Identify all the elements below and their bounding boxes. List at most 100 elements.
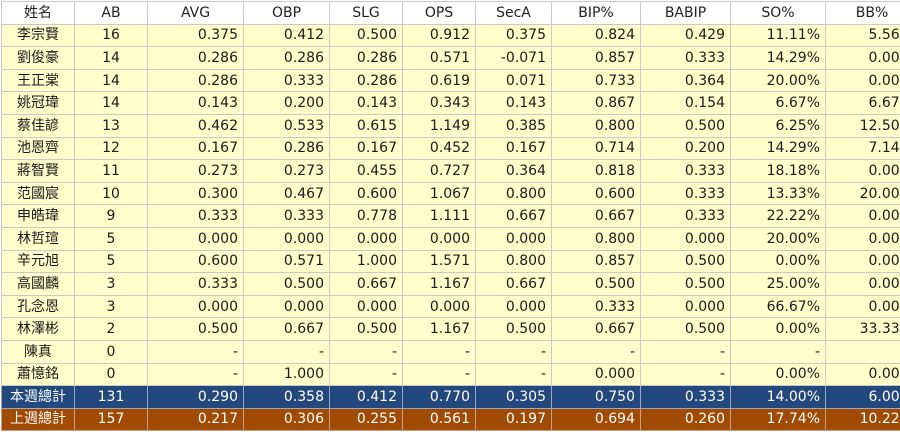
cell-so-pct: 22.22% [730, 204, 826, 228]
cell-slg: 0.500 [329, 317, 403, 341]
cell-name: 李宗賢 [1, 23, 75, 48]
table-row: 池恩齊 12 0.167 0.286 0.167 0.452 0.167 0.714 0.200… [1, 136, 900, 161]
cell-avg: 0.000 [147, 294, 244, 319]
cell-avg: 0.300 [147, 181, 244, 206]
cell-ops: 1.149 [402, 113, 476, 138]
cell-bip-pct: 0.857 [551, 249, 641, 274]
cell-seca: 0.364 [475, 159, 552, 183]
cell-seca: 0.667 [475, 204, 552, 228]
header-so-pct: SO% [730, 1, 826, 25]
cell-seca: 0.167 [475, 136, 552, 161]
cell-so-pct: 0.00% [730, 362, 826, 387]
cell-so-pct: 11.11% [730, 23, 826, 48]
cell-babip: 0.429 [640, 23, 731, 48]
cell-name: 孔念恩 [1, 294, 75, 319]
cell-obp: 0.000 [243, 294, 330, 319]
header-seca: SecA [475, 1, 552, 25]
cell-avg: 0.143 [147, 91, 244, 115]
cell-ops: 0.770 [402, 385, 476, 409]
cell-avg: 0.375 [147, 23, 244, 48]
cell-avg: 0.217 [147, 407, 244, 432]
cell-bip-pct: 0.733 [551, 68, 641, 93]
cell-avg: 0.600 [147, 249, 244, 274]
cell-bb-pct: 12.50% [825, 113, 900, 138]
cell-name: 姚冠瑋 [1, 91, 75, 115]
cell-bip-pct: 0.667 [551, 317, 641, 341]
cell-so-pct: 17.74% [730, 407, 826, 432]
cell-avg: 0.333 [147, 272, 244, 296]
cell-ops: 1.167 [402, 317, 476, 341]
header-babip: BABIP [640, 1, 731, 25]
cell-avg: - [147, 362, 244, 387]
cell-seca: 0.197 [475, 407, 552, 432]
cell-babip: 0.333 [640, 385, 731, 409]
cell-ops: 1.111 [402, 204, 476, 228]
header-ops: OPS [402, 1, 476, 25]
cell-name: 陳真 [1, 339, 75, 364]
cell-ab: 0 [74, 339, 148, 364]
cell-so-pct: 20.00% [730, 226, 826, 251]
cell-babip: 0.500 [640, 113, 731, 138]
cell-ab: 5 [74, 249, 148, 274]
cell-bip-pct: 0.694 [551, 407, 641, 432]
cell-ab: 9 [74, 204, 148, 228]
cell-slg: 0.000 [329, 294, 403, 319]
cell-seca: - [475, 339, 552, 364]
cell-ops: 1.067 [402, 181, 476, 206]
table-row: 蔡佳諺 13 0.462 0.533 0.615 1.149 0.385 0.800 0.500… [1, 113, 900, 138]
cell-babip: 0.333 [640, 46, 731, 70]
cell-bb-pct: 6.00% [825, 385, 900, 409]
cell-so-pct: - [730, 339, 826, 364]
cell-name: 本週總計 [1, 385, 75, 409]
cell-ab: 3 [74, 294, 148, 319]
table-row: 王正棠 14 0.286 0.333 0.286 0.619 0.071 0.733 0.364… [1, 68, 900, 93]
cell-ab: 10 [74, 181, 148, 206]
cell-seca: 0.071 [475, 68, 552, 93]
cell-ops: 0.000 [402, 226, 476, 251]
cell-seca: - [475, 362, 552, 387]
cell-ab: 3 [74, 272, 148, 296]
cell-so-pct: 0.00% [730, 249, 826, 274]
cell-seca: 0.000 [475, 294, 552, 319]
header-obp: OBP [243, 1, 330, 25]
cell-slg: 0.412 [329, 385, 403, 409]
cell-avg: 0.167 [147, 136, 244, 161]
cell-ab: 131 [74, 385, 148, 409]
cell-babip: 0.154 [640, 91, 731, 115]
cell-slg: - [329, 362, 403, 387]
cell-slg: 0.500 [329, 23, 403, 48]
table-row: 李宗賢 16 0.375 0.412 0.500 0.912 0.375 0.824 0.429… [1, 23, 900, 48]
cell-obp: 0.333 [243, 68, 330, 93]
cell-bb-pct: 0.00% [825, 204, 900, 228]
cell-slg: 0.255 [329, 407, 403, 432]
header-slg: SLG [329, 1, 403, 25]
cell-slg: 0.000 [329, 226, 403, 251]
cell-babip: 0.333 [640, 159, 731, 183]
cell-name: 蕭憶銘 [1, 362, 75, 387]
table-row: 辛元旭 5 0.600 0.571 1.000 1.571 0.800 0.857 0.500 0… [1, 249, 900, 274]
cell-name: 蔡佳諺 [1, 113, 75, 138]
cell-babip: 0.260 [640, 407, 731, 432]
cell-avg: 0.500 [147, 317, 244, 341]
cell-seca: 0.305 [475, 385, 552, 409]
cell-bip-pct: 0.800 [551, 226, 641, 251]
cell-so-pct: 6.67% [730, 91, 826, 115]
cell-ab: 11 [74, 159, 148, 183]
table-row: 蔣智賢 11 0.273 0.273 0.455 0.727 0.364 0.818 0.333… [1, 159, 900, 183]
table-row: 林哲瑄 5 0.000 0.000 0.000 0.000 0.000 0.800 0.000 2… [1, 226, 900, 251]
cell-so-pct: 14.29% [730, 136, 826, 161]
cell-bip-pct: 0.824 [551, 23, 641, 48]
cell-obp: 0.200 [243, 91, 330, 115]
header-name: 姓名 [1, 1, 75, 25]
cell-bb-pct: 20.00% [825, 181, 900, 206]
cell-bb-pct: 0.00% [825, 68, 900, 93]
cell-bip-pct: 0.600 [551, 181, 641, 206]
cell-slg: 0.455 [329, 159, 403, 183]
cell-bb-pct: 0.00% [825, 249, 900, 274]
cell-avg: 0.273 [147, 159, 244, 183]
cell-obp: 0.333 [243, 204, 330, 228]
cell-bip-pct: 0.333 [551, 294, 641, 319]
cell-ab: 157 [74, 407, 148, 432]
last-week-total-row: 上週總計 157 0.217 0.306 0.255 0.561 0.197 0.694 0.2… [1, 407, 900, 432]
cell-name: 林哲瑄 [1, 226, 75, 251]
